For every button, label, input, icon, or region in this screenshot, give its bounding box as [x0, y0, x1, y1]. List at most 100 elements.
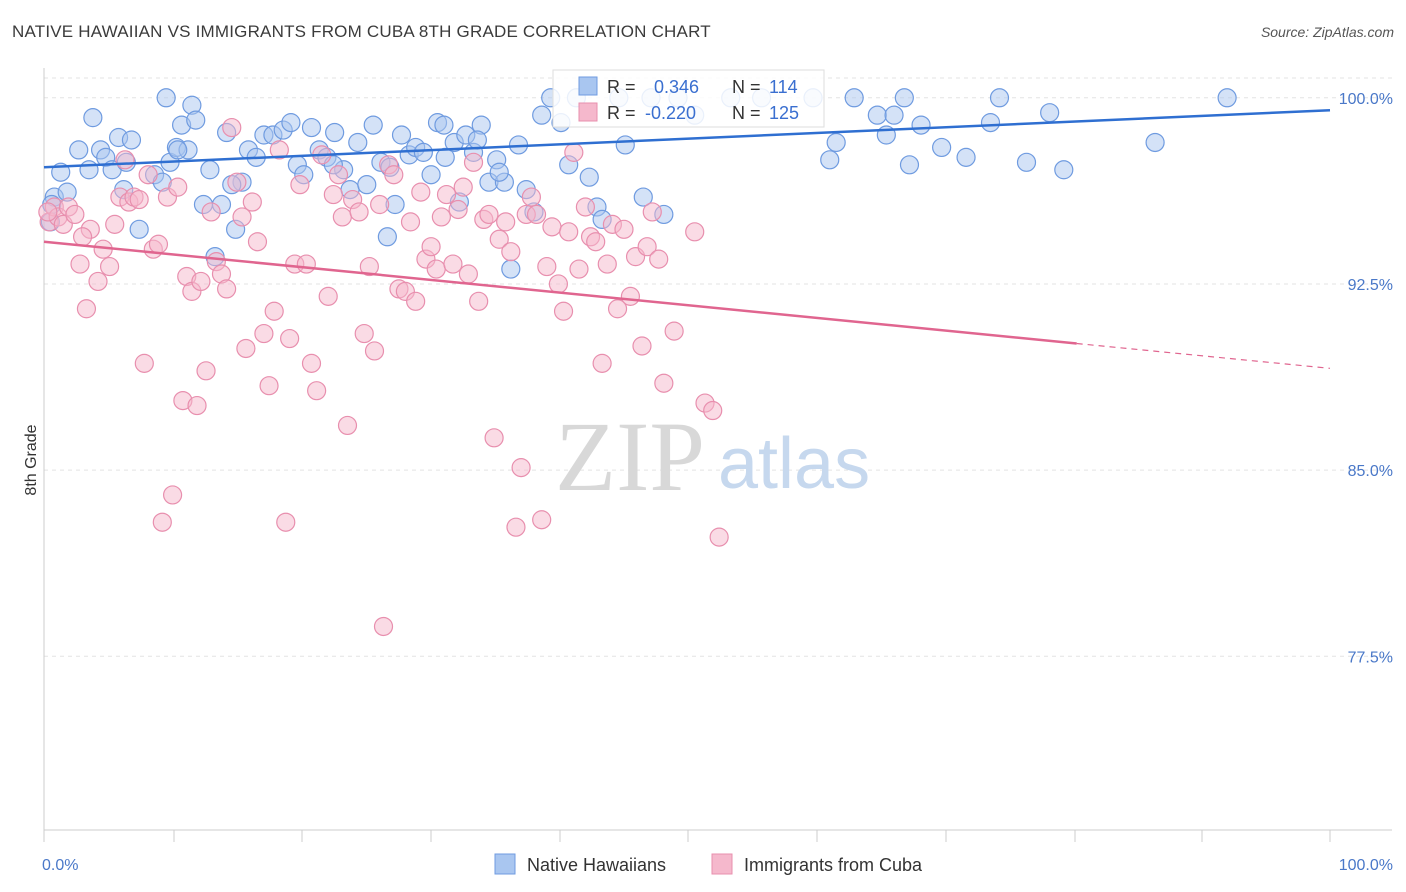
native-hawaiian-point	[633, 187, 653, 207]
native-hawaiian-point	[83, 108, 103, 128]
native-hawaiian-point	[980, 113, 1001, 133]
cuba-point	[148, 234, 169, 254]
legend-n-label-2: N =	[732, 103, 761, 123]
native-hawaiian-point	[348, 132, 368, 153]
cuba-point	[411, 182, 431, 202]
native-hawaiian-point	[434, 115, 454, 135]
cuba-point	[323, 184, 343, 205]
native-hawaiian-point	[200, 160, 220, 180]
cuba-trend-extension	[1076, 342, 1331, 369]
x-tick-label: 0.0%	[42, 857, 78, 874]
native-hawaiian-point	[932, 137, 952, 158]
chart-title: NATIVE HAWAIIAN VS IMMIGRANTS FROM CUBA …	[12, 22, 711, 41]
cuba-point	[354, 323, 374, 344]
cuba-point	[501, 242, 521, 262]
cuba-point	[537, 256, 557, 277]
legend-r-value-2: -0.220	[645, 103, 696, 123]
cuba-point	[163, 485, 183, 505]
legend-n-label-1: N =	[732, 77, 761, 97]
cuba-point	[614, 219, 634, 239]
cuba-point	[637, 237, 657, 257]
cuba-point	[489, 229, 509, 249]
cuba-point	[453, 177, 473, 197]
cuba-point	[607, 299, 628, 319]
cuba-point	[532, 510, 552, 530]
native-hawaiian-point	[844, 88, 864, 108]
cuba-point	[290, 175, 310, 195]
native-hawaiian-point	[363, 115, 383, 135]
cuba-point	[564, 142, 584, 162]
native-hawaiian-point	[615, 135, 635, 155]
native-hawaiian-point	[1040, 103, 1060, 123]
cuba-point	[458, 264, 478, 284]
cuba-trend-line	[43, 240, 1077, 345]
native-hawaiian-point	[1054, 160, 1074, 180]
cuba-point	[384, 165, 404, 185]
cuba-point	[65, 204, 85, 225]
cuba-point	[373, 616, 394, 637]
x-tick-label: 100.0%	[1339, 857, 1393, 874]
y-tick-label: 77.5%	[1348, 649, 1393, 666]
legend-r-label-2: R =	[607, 103, 636, 123]
watermark-atlas: atlas	[718, 424, 870, 504]
cuba-point	[463, 152, 484, 172]
cuba-point	[307, 381, 327, 401]
native-hawaiian-point	[121, 130, 142, 150]
cuba-point	[479, 204, 499, 225]
cuba-point	[496, 212, 516, 232]
cuba-point	[436, 184, 457, 205]
cuba-point	[370, 194, 390, 215]
native-hawaiian-point	[467, 130, 487, 150]
native-hawaiian-point	[989, 88, 1010, 108]
legend-n-value-1: 114	[769, 77, 798, 97]
native-hawaiian-point	[532, 105, 552, 125]
y-tick-label: 85.0%	[1348, 463, 1393, 480]
cuba-point	[318, 286, 338, 306]
cuba-point	[443, 254, 463, 274]
native-hawaiian-point	[867, 105, 887, 125]
native-hawaiian-point	[826, 132, 846, 153]
cuba-point	[99, 256, 120, 277]
cuba-point	[349, 202, 369, 222]
cuba-point	[115, 150, 135, 170]
cuba-point	[129, 189, 149, 210]
cuba-point	[70, 254, 90, 274]
native-hawaiian-point	[489, 162, 509, 182]
cuba-point	[484, 428, 504, 448]
top-legend: R = 0.346 N = 114 R = -0.220 N = 125	[552, 69, 825, 128]
native-hawaiian-point	[899, 155, 920, 175]
cuba-point	[217, 279, 237, 299]
watermark-zip: ZIP	[555, 401, 705, 512]
cuba-point	[469, 291, 489, 311]
cuba-point	[506, 517, 526, 537]
scatter-points	[38, 88, 1237, 637]
native-hawaiian-point	[911, 115, 931, 135]
cuba-point	[597, 254, 617, 274]
cuba-point	[548, 274, 569, 294]
cuba-point	[632, 336, 652, 356]
cuba-point	[448, 199, 468, 220]
native-hawaiian-point	[884, 105, 904, 125]
watermark: ZIP atlas	[555, 401, 870, 512]
cuba-point	[196, 361, 216, 381]
cuba-point	[138, 165, 158, 185]
native-hawaiian-point	[391, 125, 412, 145]
y-tick-labels: 100.0% 92.5% 85.0% 77.5%	[1339, 91, 1393, 666]
cuba-point	[191, 271, 211, 292]
axes	[43, 68, 1392, 842]
cuba-point	[703, 400, 723, 421]
cuba-point	[264, 301, 284, 321]
native-hawaiian-trend-line	[43, 108, 1331, 169]
cuba-point	[426, 259, 446, 279]
native-hawaiian-point	[377, 227, 397, 247]
native-hawaiian-point	[156, 88, 176, 108]
native-hawaiian-point	[79, 160, 99, 180]
y-tick-label: 100.0%	[1339, 91, 1393, 108]
bottom-legend-swatch-blue	[494, 853, 516, 875]
cuba-point	[201, 202, 221, 222]
native-hawaiian-point	[1016, 152, 1037, 172]
cuba-point	[328, 165, 349, 185]
legend-r-label-1: R =	[607, 77, 636, 97]
bottom-legend: Native Hawaiians Immigrants from Cuba	[494, 853, 923, 875]
cuba-point	[232, 207, 252, 227]
